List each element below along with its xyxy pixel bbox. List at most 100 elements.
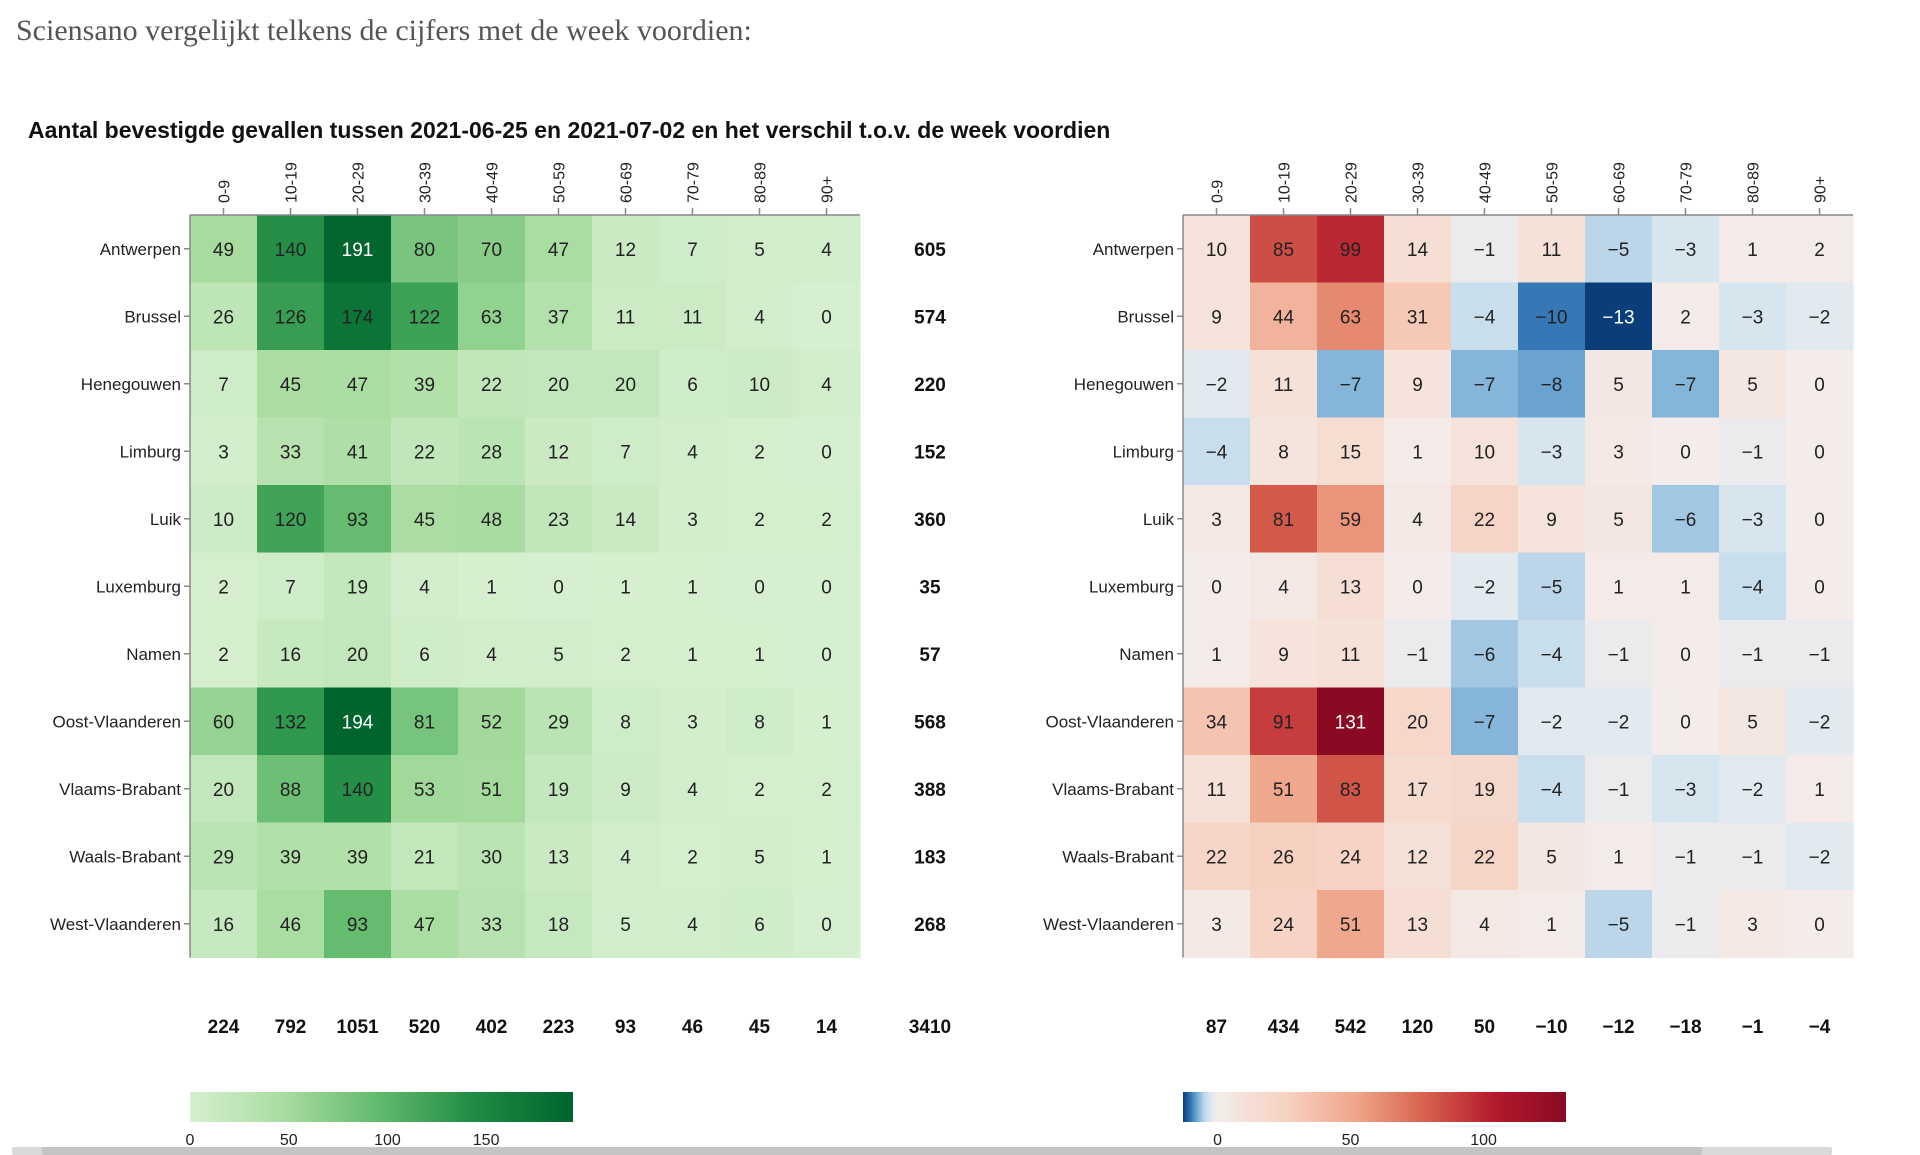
heatmap-cell bbox=[1317, 485, 1385, 554]
cell-label: 11 bbox=[1274, 375, 1294, 396]
heatmap-cell bbox=[659, 552, 727, 621]
heatmap-cell bbox=[1652, 620, 1720, 689]
heatmap-cell bbox=[1585, 552, 1653, 621]
cell-label: 2 bbox=[1814, 240, 1825, 261]
row-total: 388 bbox=[914, 780, 946, 801]
heatmap-cell bbox=[1451, 755, 1519, 824]
heatmap-cell bbox=[1719, 755, 1787, 824]
cell-label: 21 bbox=[414, 847, 435, 868]
x-tick-label: 20-29 bbox=[351, 162, 368, 203]
heatmap-cell bbox=[726, 215, 794, 284]
heatmap-cell bbox=[1652, 417, 1720, 486]
cell-label: 0 bbox=[1814, 577, 1825, 598]
cell-label: 5 bbox=[620, 915, 631, 936]
cell-label: 0 bbox=[1814, 510, 1825, 531]
y-tick-label: Namen bbox=[126, 645, 181, 664]
cell-label: 22 bbox=[1474, 847, 1495, 868]
heatmap-cell bbox=[391, 620, 459, 689]
heatmap-cell bbox=[659, 485, 727, 554]
scrollbar-thumb[interactable] bbox=[42, 1147, 1702, 1155]
heatmap-cell bbox=[659, 350, 727, 419]
row-total: 183 bbox=[914, 847, 946, 868]
heatmap-cell bbox=[1384, 620, 1452, 689]
x-tick-label: 60-69 bbox=[1612, 162, 1629, 203]
y-tick-label: Brussel bbox=[124, 307, 181, 326]
cell-label: −1 bbox=[1742, 645, 1764, 666]
cell-label: 10 bbox=[1474, 442, 1495, 463]
cell-label: 3 bbox=[1747, 915, 1758, 936]
cell-label: −1 bbox=[1608, 645, 1630, 666]
cell-label: 45 bbox=[280, 375, 301, 396]
heatmap-cell bbox=[592, 417, 660, 486]
cell-label: 16 bbox=[213, 915, 234, 936]
heatmap-cell bbox=[1518, 552, 1586, 621]
y-tick-label: Namen bbox=[1119, 645, 1174, 664]
heatmap-cell bbox=[1250, 282, 1318, 351]
cell-label: 81 bbox=[414, 712, 435, 733]
cell-label: 4 bbox=[687, 780, 698, 801]
cell-label: 5 bbox=[1747, 375, 1758, 396]
heatmap-cell bbox=[257, 687, 325, 756]
cell-label: 6 bbox=[419, 645, 430, 666]
legend-tick-label: 100 bbox=[374, 1132, 401, 1149]
cell-label: 12 bbox=[548, 442, 569, 463]
cell-label: 1 bbox=[1613, 577, 1624, 598]
heatmap-cell bbox=[793, 890, 861, 959]
y-tick-label: Luik bbox=[150, 510, 182, 529]
heatmap-cell bbox=[1585, 755, 1653, 824]
cell-label: 5 bbox=[1613, 375, 1624, 396]
y-tick-label: Vlaams-Brabant bbox=[59, 780, 181, 799]
heatmap-cell bbox=[659, 890, 727, 959]
cell-label: 9 bbox=[1211, 307, 1222, 328]
heatmap-cell bbox=[458, 215, 526, 284]
heatmap-cell bbox=[1451, 350, 1519, 419]
cell-label: 3 bbox=[1613, 442, 1624, 463]
cell-label: 81 bbox=[1273, 510, 1294, 531]
cell-label: 5 bbox=[1747, 712, 1758, 733]
heatmap-cell bbox=[1384, 485, 1452, 554]
cell-label: 4 bbox=[687, 915, 698, 936]
cell-label: 11 bbox=[1542, 240, 1562, 261]
cell-label: 8 bbox=[754, 712, 765, 733]
x-tick-label: 40-49 bbox=[485, 162, 502, 203]
heatmap-cell bbox=[324, 755, 392, 824]
heatmap-cell bbox=[525, 350, 593, 419]
heatmap-cell bbox=[592, 822, 660, 891]
cell-label: −1 bbox=[1608, 780, 1630, 801]
heatmap-cell bbox=[257, 485, 325, 554]
heatmap-cell bbox=[525, 282, 593, 351]
heatmap-cell bbox=[391, 485, 459, 554]
heatmap-cell bbox=[1451, 687, 1519, 756]
heatmap-cell bbox=[190, 822, 258, 891]
column-total: 434 bbox=[1268, 1017, 1300, 1038]
cell-label: 11 bbox=[1341, 645, 1361, 666]
cell-label: 5 bbox=[754, 240, 765, 261]
heatmap-cell bbox=[1384, 552, 1452, 621]
heatmap-cell bbox=[726, 485, 794, 554]
horizontal-scrollbar[interactable] bbox=[12, 1147, 1832, 1155]
cell-label: 4 bbox=[1479, 915, 1490, 936]
heatmap-cell bbox=[1317, 350, 1385, 419]
heatmap-cell bbox=[1317, 890, 1385, 959]
heatmap-cell bbox=[1183, 890, 1251, 959]
heatmap-cell bbox=[391, 755, 459, 824]
cell-label: 33 bbox=[280, 442, 301, 463]
cell-label: 6 bbox=[754, 915, 765, 936]
x-tick-label: 80-89 bbox=[753, 162, 770, 203]
heatmap-cell bbox=[1585, 687, 1653, 756]
heatmap-cell bbox=[324, 822, 392, 891]
cell-label: 13 bbox=[548, 847, 569, 868]
cell-label: −2 bbox=[1474, 577, 1496, 598]
heatmap-cell bbox=[659, 282, 727, 351]
cell-label: 8 bbox=[1278, 442, 1289, 463]
x-tick-label: 50-59 bbox=[552, 162, 569, 203]
heatmap-cell bbox=[525, 687, 593, 756]
x-tick-label: 10-19 bbox=[284, 162, 301, 203]
cell-label: −3 bbox=[1675, 780, 1697, 801]
heatmap-cell bbox=[391, 687, 459, 756]
cell-label: 2 bbox=[620, 645, 631, 666]
cell-label: 1 bbox=[1211, 645, 1222, 666]
cell-label: 1 bbox=[687, 645, 698, 666]
cell-label: 1 bbox=[1747, 240, 1758, 261]
